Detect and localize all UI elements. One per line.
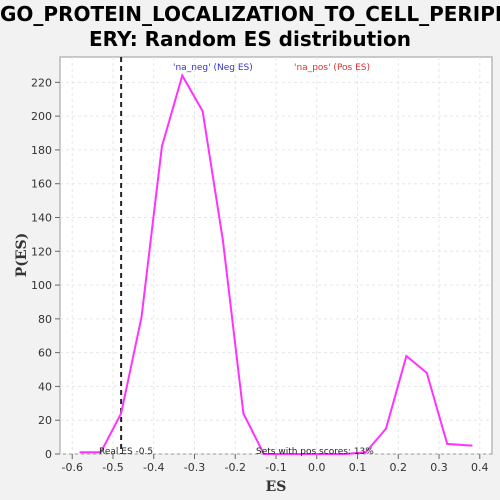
data-point — [405, 355, 408, 358]
x-tick-label: 0.1 — [349, 461, 367, 474]
x-tick-label: -0.1 — [265, 461, 286, 474]
x-tick-label: 0.0 — [308, 461, 326, 474]
data-point — [140, 316, 143, 319]
data-point — [181, 74, 184, 77]
y-tick-label: 60 — [38, 347, 52, 360]
y-tick-label: 220 — [31, 76, 52, 89]
x-tick-label: -0.4 — [143, 461, 164, 474]
x-tick-label: 0.2 — [390, 461, 408, 474]
y-tick-label: 0 — [45, 448, 52, 461]
data-point — [364, 451, 367, 454]
y-tick-label: 200 — [31, 110, 52, 123]
data-point — [120, 412, 123, 415]
y-axis-ticks: 0 20 40 60 80 100 120 140 160 180 200 220 — [31, 76, 60, 461]
data-point — [323, 453, 326, 455]
x-tick-label: -0.2 — [225, 461, 246, 474]
y-axis-label: P(ES) — [14, 233, 30, 278]
chart-title-line-2: ERY: Random ES distribution — [88, 27, 411, 51]
data-point — [344, 453, 347, 455]
y-tick-label: 120 — [31, 245, 52, 258]
y-tick-label: 20 — [38, 414, 52, 427]
y-tick-label: 80 — [38, 313, 52, 326]
chart-title-line-1: GO_PROTEIN_LOCALIZATION_TO_CELL_PERIPH — [0, 2, 500, 26]
x-tick-label: 0.3 — [430, 461, 448, 474]
data-point — [425, 371, 428, 374]
data-point — [201, 110, 204, 113]
real-es-label: Real ES -0.5 — [99, 447, 153, 457]
x-axis-label: ES — [266, 479, 287, 495]
data-point — [222, 240, 225, 243]
y-tick-label: 180 — [31, 144, 52, 157]
y-tick-label: 140 — [31, 211, 52, 224]
data-point — [160, 145, 163, 148]
series-line — [80, 73, 472, 455]
data-point — [303, 453, 306, 455]
data-point — [262, 453, 265, 455]
x-tick-label: -0.6 — [61, 461, 82, 474]
pos-scores-annotation: Sets with pos scores: 13% — [256, 447, 374, 457]
data-point — [470, 444, 473, 447]
series-points — [79, 74, 473, 455]
data-point — [242, 412, 245, 415]
x-tick-label: 0.4 — [471, 461, 489, 474]
data-point — [283, 453, 286, 455]
legend-neg: 'na_neg' (Neg ES) — [173, 63, 253, 73]
y-tick-label: 100 — [31, 279, 52, 292]
x-tick-label: -0.5 — [102, 461, 123, 474]
y-tick-label: 40 — [38, 380, 52, 393]
data-point — [79, 451, 82, 454]
data-point — [385, 427, 388, 430]
x-tick-label: -0.3 — [184, 461, 205, 474]
y-tick-label: 160 — [31, 178, 52, 191]
x-axis-ticks: -0.6 -0.5 -0.4 -0.3 -0.2 -0.1 0.0 0.1 0.2 0.3 0.4 — [61, 454, 489, 474]
grid-lines — [60, 57, 492, 455]
chart-title: GO_PROTEIN_LOCALIZATION_TO_CELL_PERIPH E… — [0, 2, 500, 52]
data-point — [446, 442, 449, 445]
data-point — [99, 451, 102, 454]
legend-pos: 'na_pos' (Pos ES) — [294, 63, 370, 73]
